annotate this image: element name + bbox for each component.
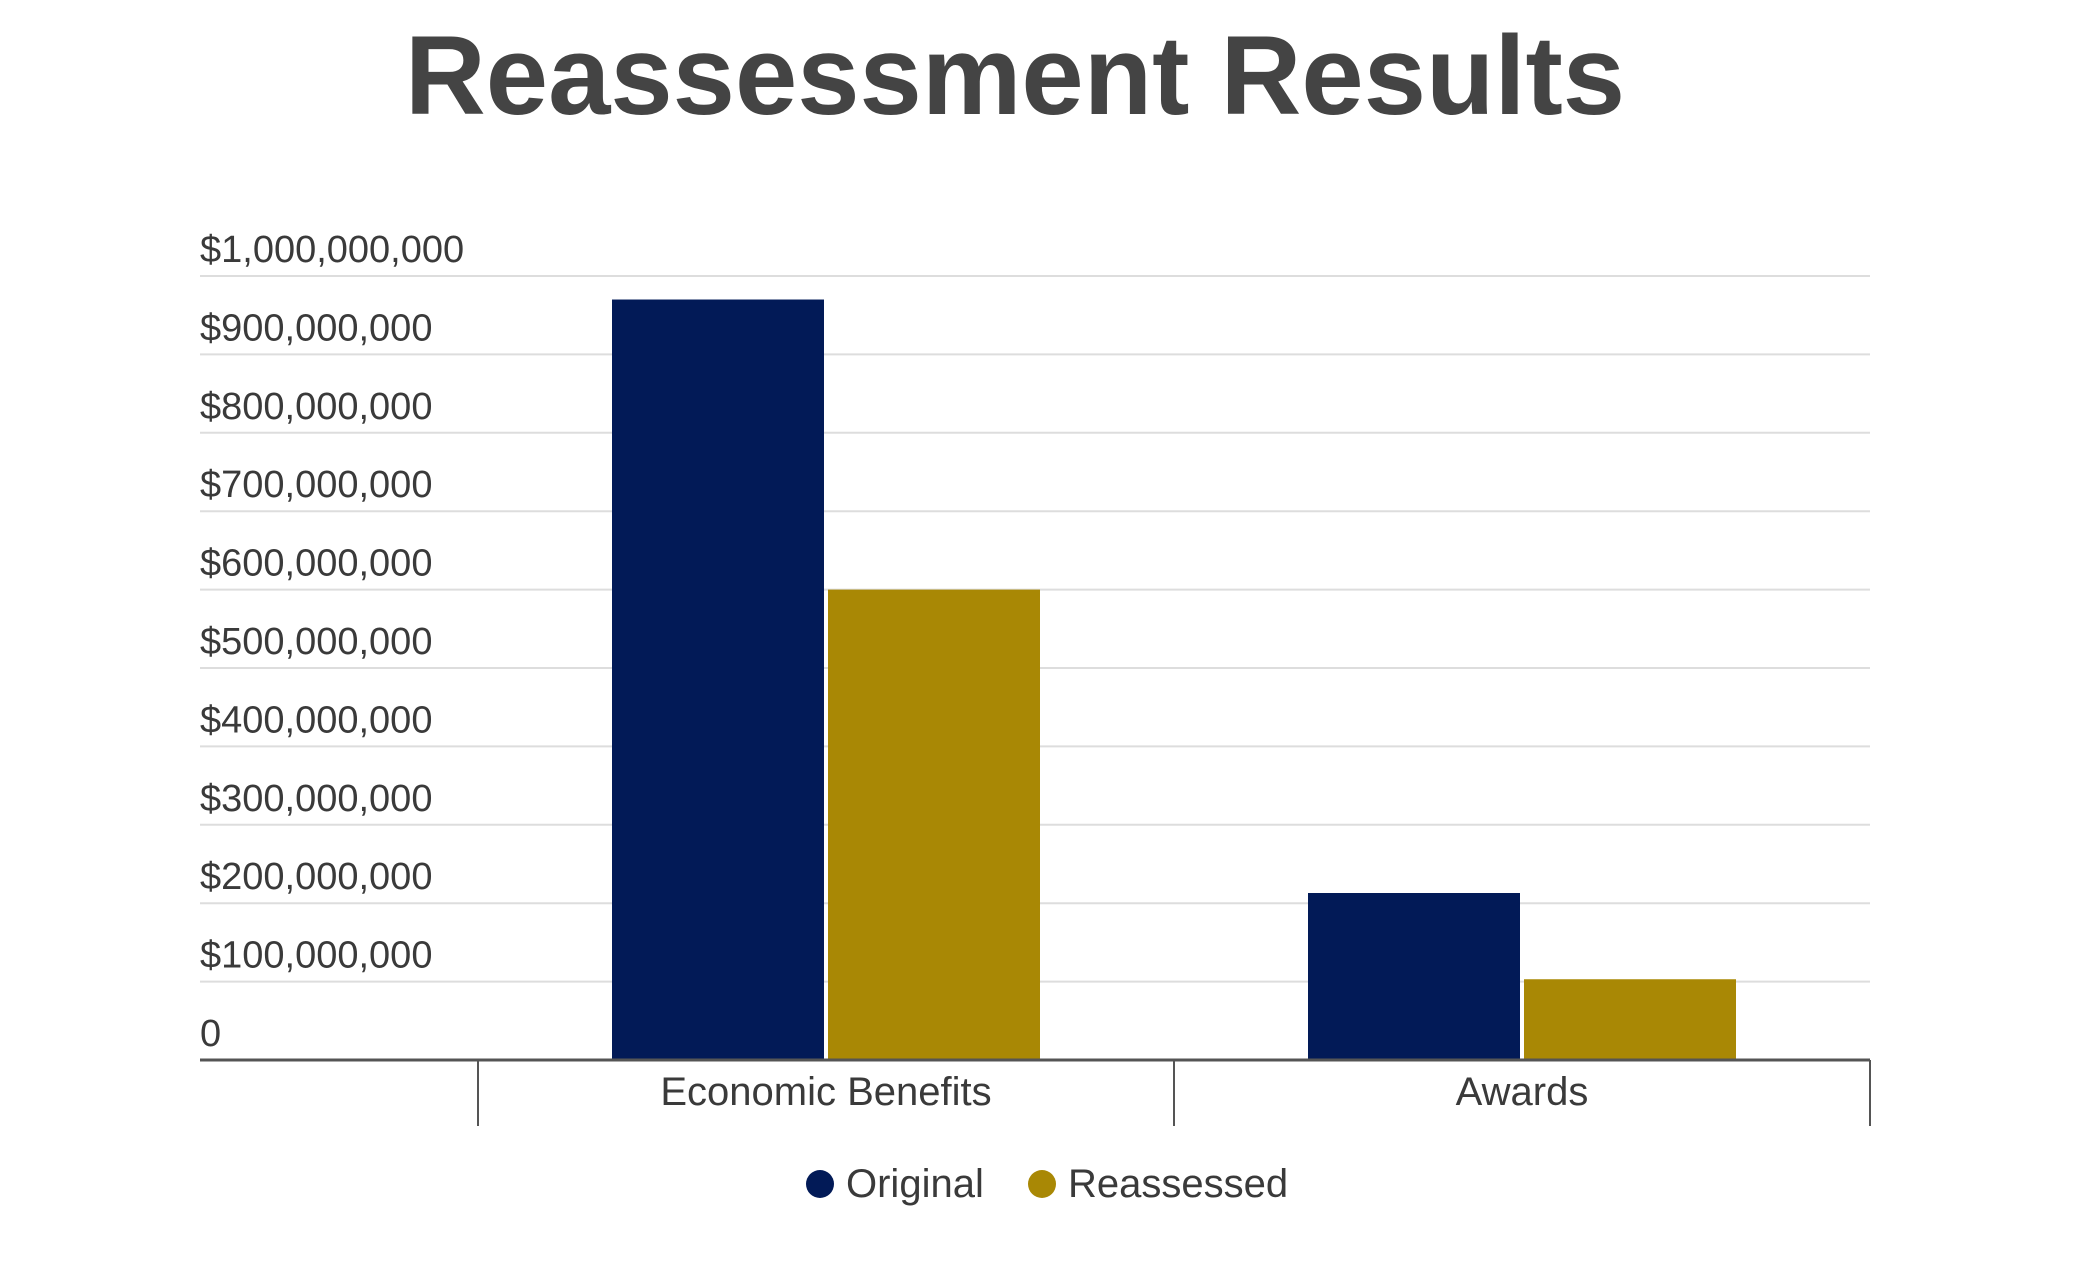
y-tick-label: $100,000,000 [200, 935, 432, 977]
bar [1524, 979, 1736, 1060]
y-tick-label: 0 [200, 1013, 221, 1055]
legend-label: Reassessed [1068, 1162, 1288, 1206]
legend-label: Original [846, 1162, 984, 1206]
y-tick-label: $700,000,000 [200, 464, 432, 506]
bar [1308, 893, 1520, 1060]
category-label: Economic Benefits [660, 1070, 991, 1114]
bars [612, 299, 1736, 1060]
bar [612, 299, 824, 1060]
y-tick-label: $300,000,000 [200, 778, 432, 820]
y-tick-label: $200,000,000 [200, 856, 432, 898]
y-tick-label: $500,000,000 [200, 621, 432, 663]
legend-swatch [806, 1170, 834, 1198]
y-tick-label: $400,000,000 [200, 699, 432, 741]
y-tick-label: $1,000,000,000 [200, 229, 464, 271]
legend-swatch [1028, 1170, 1056, 1198]
y-tick-label: $800,000,000 [200, 386, 432, 428]
chart-title: Reassessment Results [405, 13, 1625, 138]
legend: Original Reassessed [806, 1162, 1288, 1206]
x-axis [200, 1058, 1871, 1126]
category-labels: Economic Benefits Awards [660, 1070, 1588, 1114]
category-label: Awards [1456, 1070, 1589, 1114]
y-tick-label: $900,000,000 [200, 307, 432, 349]
y-tick-label: $600,000,000 [200, 543, 432, 585]
y-tick-labels: 0 $100,000,000 $200,000,000 $300,000,000 $40… [200, 229, 464, 1055]
bar [828, 589, 1040, 1060]
